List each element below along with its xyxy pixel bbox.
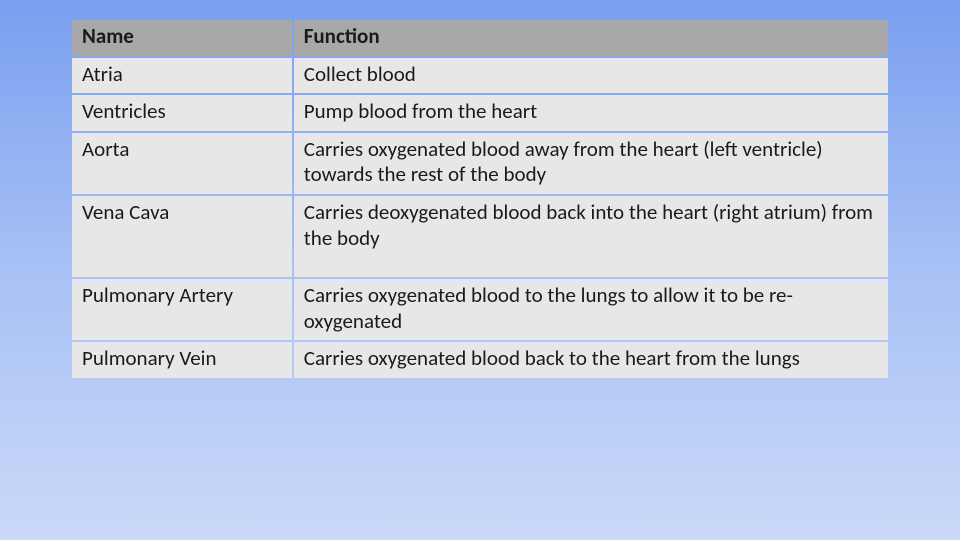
- cell-function: Carries oxygenated blood to the lungs to…: [294, 279, 888, 340]
- cell-name: Ventricles: [72, 95, 292, 131]
- cell-function: Carries deoxygenated blood back into the…: [294, 196, 888, 277]
- cell-function: Pump blood from the heart: [294, 95, 888, 131]
- table-row: Vena Cava Carries deoxygenated blood bac…: [72, 196, 888, 277]
- col-header-name: Name: [72, 20, 292, 56]
- table-body: Atria Collect blood Ventricles Pump bloo…: [72, 58, 888, 378]
- cell-name: Aorta: [72, 133, 292, 194]
- cell-name: Atria: [72, 58, 292, 94]
- cell-function: Collect blood: [294, 58, 888, 94]
- table-row: Aorta Carries oxygenated blood away from…: [72, 133, 888, 194]
- table-header-row: Name Function: [72, 20, 888, 56]
- cell-function: Carries oxygenated blood away from the h…: [294, 133, 888, 194]
- cell-name: Pulmonary Vein: [72, 342, 292, 378]
- heart-parts-table: Name Function Atria Collect blood Ventri…: [70, 18, 890, 380]
- cell-name: Pulmonary Artery: [72, 279, 292, 340]
- col-header-function: Function: [294, 20, 888, 56]
- cell-name: Vena Cava: [72, 196, 292, 277]
- table-row: Pulmonary Vein Carries oxygenated blood …: [72, 342, 888, 378]
- table-row: Pulmonary Artery Carries oxygenated bloo…: [72, 279, 888, 340]
- table-row: Ventricles Pump blood from the heart: [72, 95, 888, 131]
- cell-function: Carries oxygenated blood back to the hea…: [294, 342, 888, 378]
- heart-parts-table-container: Name Function Atria Collect blood Ventri…: [70, 18, 890, 380]
- table-row: Atria Collect blood: [72, 58, 888, 94]
